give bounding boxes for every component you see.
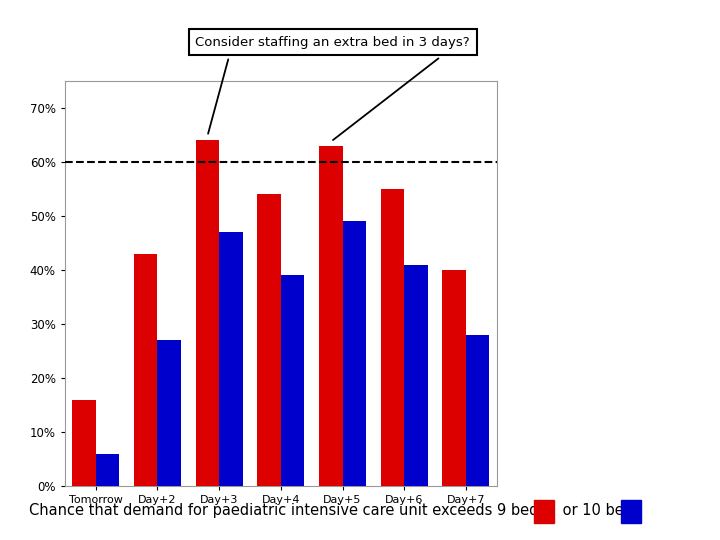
Bar: [158, 340, 181, 486]
Text: or 10 beds: or 10 beds: [558, 503, 645, 518]
Bar: [72, 400, 96, 486]
Text: Consider staffing an extra bed in 3 days?: Consider staffing an extra bed in 3 days…: [195, 36, 470, 49]
Bar: [443, 270, 466, 486]
Bar: [219, 232, 243, 486]
Bar: [404, 265, 428, 486]
Bar: [257, 194, 281, 486]
Bar: [319, 146, 343, 486]
Bar: [96, 454, 119, 486]
Bar: [343, 221, 366, 486]
Bar: [134, 254, 158, 486]
Bar: [381, 189, 404, 486]
Bar: [196, 140, 219, 486]
Bar: [466, 335, 490, 486]
Bar: [281, 275, 305, 486]
Text: Chance that demand for paediatric intensive care unit exceeds 9 beds: Chance that demand for paediatric intens…: [29, 503, 546, 518]
